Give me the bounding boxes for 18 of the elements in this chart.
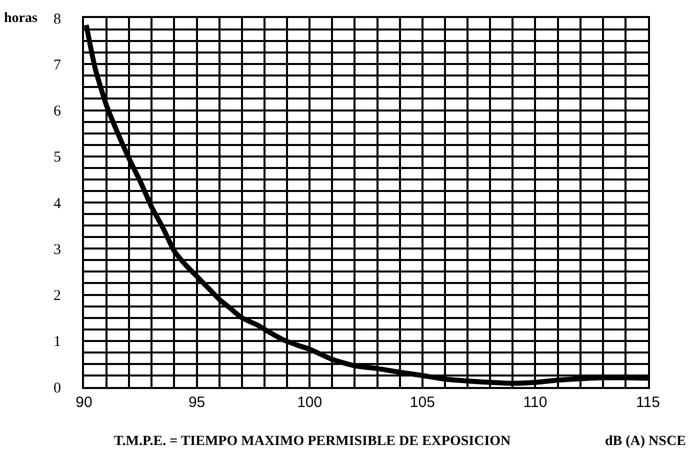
- x-tick-label: 100: [297, 394, 322, 411]
- y-axis-title: horas: [4, 11, 38, 26]
- y-tick-label: 8: [54, 11, 61, 28]
- text: T.M.P.E. = TIEMPO MAXIMO PERMISIBLE DE EXPOSICION: [114, 434, 511, 449]
- x-tick-label: 90: [76, 394, 92, 411]
- x-tick-label: 95: [188, 394, 206, 411]
- y-tick-label: 2: [54, 288, 61, 304]
- x-tick-label: 115: [636, 394, 660, 411]
- x-tick-label: 110: [523, 394, 548, 411]
- y-tick-label: 3: [54, 242, 61, 258]
- y-tick-label: 0: [54, 380, 61, 396]
- y-tick-label: 7: [54, 57, 62, 74]
- y-tick-label: 1: [54, 334, 61, 350]
- x-tick-label: 105: [410, 394, 435, 411]
- y-tick-label: 4: [54, 196, 62, 212]
- y-tick-label: 5: [54, 150, 61, 166]
- x-axis-title: dB (A) NSCE: [605, 434, 686, 449]
- y-tick-label: 6: [54, 104, 62, 120]
